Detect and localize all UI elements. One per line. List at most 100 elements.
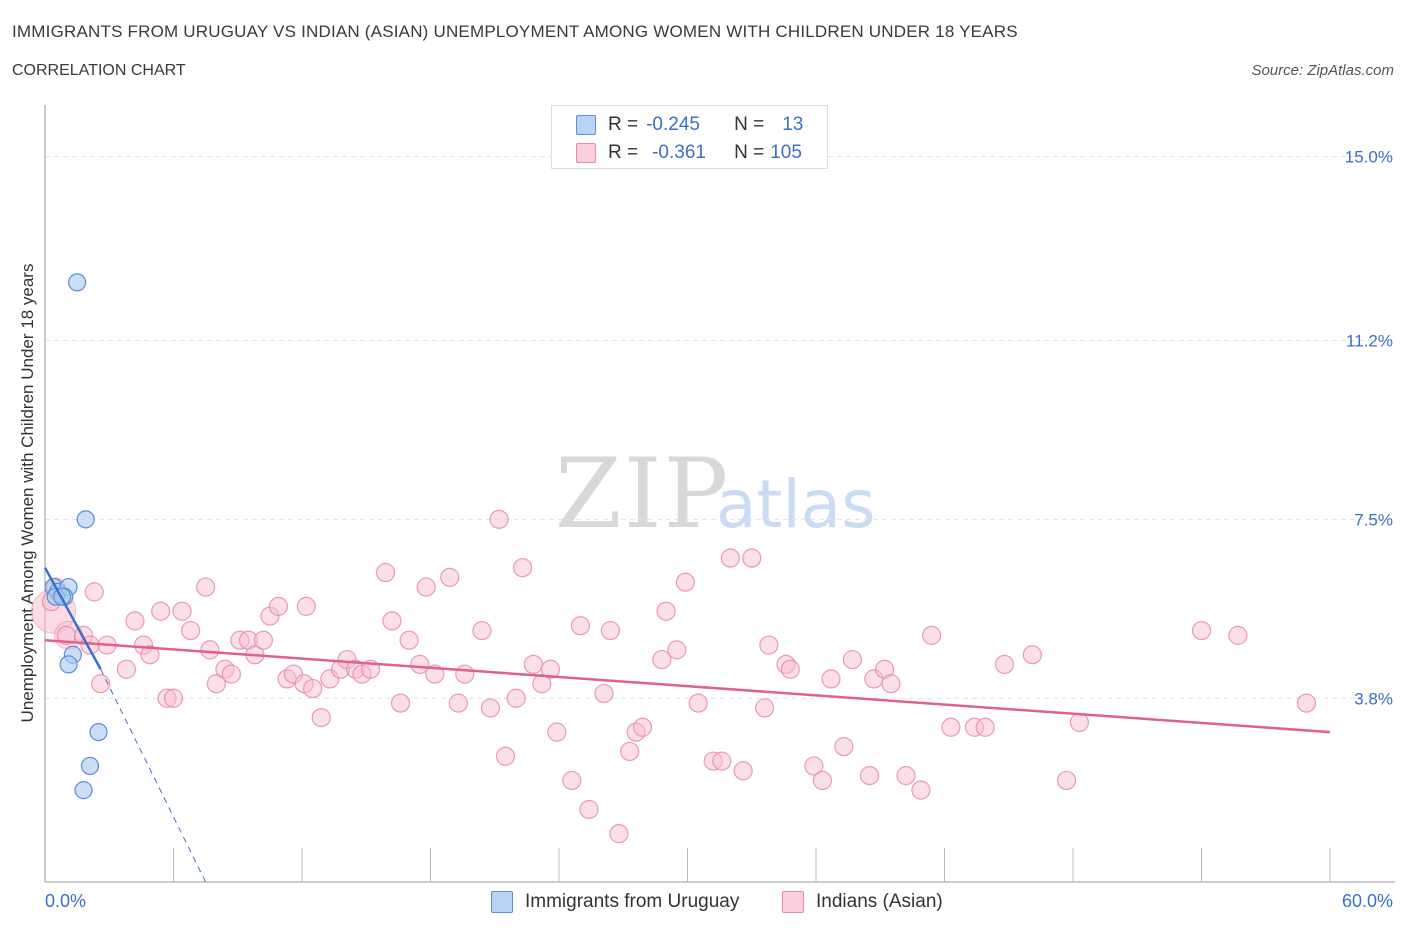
indian-trend-line bbox=[44, 638, 1331, 734]
y-tick-label: 11.2% bbox=[1346, 331, 1393, 350]
indian-point bbox=[296, 596, 316, 616]
y-tick-label: 7.5% bbox=[1354, 510, 1393, 529]
indian-point bbox=[759, 635, 779, 655]
indian-point bbox=[975, 717, 995, 737]
indian-point bbox=[506, 688, 526, 708]
bottom-legend-uruguay: Immigrants from Uruguay bbox=[491, 888, 739, 916]
uruguay-trend-line bbox=[43, 567, 102, 670]
indian-point bbox=[859, 766, 880, 786]
indian-point bbox=[221, 664, 241, 684]
indian-point bbox=[303, 678, 323, 699]
indian-point bbox=[742, 548, 762, 568]
indian-point bbox=[84, 582, 104, 602]
indian-point bbox=[1056, 770, 1077, 791]
indian-point bbox=[181, 620, 201, 641]
indian-point bbox=[754, 698, 775, 718]
indian-point bbox=[842, 649, 863, 670]
indian-point bbox=[410, 654, 430, 675]
indian-point bbox=[547, 722, 567, 742]
indian-point bbox=[523, 654, 543, 675]
indian-point bbox=[922, 625, 942, 645]
indian-point bbox=[540, 659, 561, 679]
indian-point bbox=[200, 640, 220, 660]
indian-point bbox=[712, 751, 732, 771]
indian-point bbox=[311, 707, 331, 728]
bottom-uruguay-swatch bbox=[491, 891, 513, 913]
indian-r-label: R = bbox=[608, 142, 639, 163]
indian-point bbox=[206, 674, 226, 694]
indian-point bbox=[253, 630, 274, 650]
indian-point bbox=[720, 548, 740, 568]
uruguay-trend-extension bbox=[100, 669, 207, 883]
indian-point bbox=[821, 669, 841, 689]
bottom-indian-swatch bbox=[782, 891, 804, 913]
uruguay-n-value: 13 bbox=[782, 114, 804, 135]
y-tick-label: 3.8% bbox=[1354, 689, 1393, 708]
indian-point bbox=[896, 766, 916, 786]
indian-point bbox=[812, 770, 833, 791]
indian-point bbox=[688, 693, 708, 713]
watermark-zip: ZIP bbox=[555, 438, 730, 550]
indian-point bbox=[1022, 645, 1042, 665]
indian-point bbox=[609, 824, 629, 844]
indian-point bbox=[151, 601, 171, 621]
uruguay-point bbox=[74, 781, 93, 800]
x-tick-label-max: 60.0% bbox=[1342, 891, 1393, 911]
uruguay-swatch bbox=[576, 115, 596, 135]
indian-point bbox=[675, 572, 695, 592]
bottom-uruguay-label: Immigrants from Uruguay bbox=[525, 891, 740, 912]
indian-point bbox=[579, 799, 599, 820]
indian-point bbox=[495, 746, 516, 766]
indian-point bbox=[834, 737, 854, 757]
legend-row-uruguay: R = -0.245 N = 13 bbox=[576, 113, 803, 137]
uruguay-point bbox=[59, 655, 78, 674]
indian-point bbox=[733, 761, 753, 781]
uruguay-point bbox=[68, 273, 87, 292]
indian-point bbox=[455, 664, 475, 684]
x-tick-label-min: 0.0% bbox=[45, 891, 86, 911]
indian-point bbox=[163, 688, 184, 708]
indian-point bbox=[780, 659, 800, 679]
indian-point bbox=[632, 717, 653, 737]
correlation-legend: R = -0.245 N = 13 R = -0.361 N = 105 bbox=[551, 105, 828, 169]
indian-point bbox=[1296, 693, 1317, 713]
uruguay-point bbox=[89, 723, 108, 742]
indian-point bbox=[440, 567, 460, 587]
indian-point bbox=[116, 659, 136, 679]
y-tick-label: 15.0% bbox=[1345, 148, 1393, 167]
chart-title: IMMIGRANTS FROM URUGUAY VS INDIAN (ASIAN… bbox=[12, 22, 1018, 41]
indian-point bbox=[416, 577, 436, 597]
indian-point bbox=[91, 674, 111, 694]
uruguay-n-label: N = bbox=[734, 114, 765, 135]
legend-row-indian: R = -0.361 N = 105 bbox=[576, 141, 802, 165]
indian-point bbox=[600, 620, 621, 641]
indian-point bbox=[804, 756, 824, 776]
indian-point bbox=[140, 645, 160, 665]
indian-point bbox=[489, 509, 509, 529]
indian-point bbox=[390, 693, 411, 713]
indian-point bbox=[172, 601, 192, 621]
uruguay-r-label: R = bbox=[608, 114, 639, 135]
indian-point bbox=[196, 577, 216, 597]
indian-point bbox=[472, 620, 492, 641]
indian-point bbox=[667, 640, 687, 660]
indian-point bbox=[562, 770, 582, 791]
indian-swatch bbox=[576, 143, 596, 163]
indian-point bbox=[1191, 620, 1212, 641]
indian-n-label: N = bbox=[734, 142, 765, 163]
y-axis-label: Unemployment Among Women with Children U… bbox=[18, 264, 37, 723]
bottom-legend-indian: Indians (Asian) bbox=[782, 888, 943, 916]
indian-point bbox=[375, 562, 396, 583]
uruguay-point bbox=[80, 756, 100, 776]
uruguay-r-value: -0.245 bbox=[646, 114, 700, 135]
indian-point bbox=[941, 717, 961, 737]
source-label: Source: ZipAtlas.com bbox=[1251, 62, 1394, 79]
indian-point bbox=[881, 674, 901, 694]
chart-subtitle: CORRELATION CHART bbox=[12, 62, 186, 79]
watermark-atlas: atlas bbox=[716, 466, 876, 543]
indian-point bbox=[911, 780, 931, 800]
indian-point bbox=[1069, 712, 1090, 733]
indian-point bbox=[399, 630, 419, 650]
indian-point bbox=[480, 698, 501, 718]
